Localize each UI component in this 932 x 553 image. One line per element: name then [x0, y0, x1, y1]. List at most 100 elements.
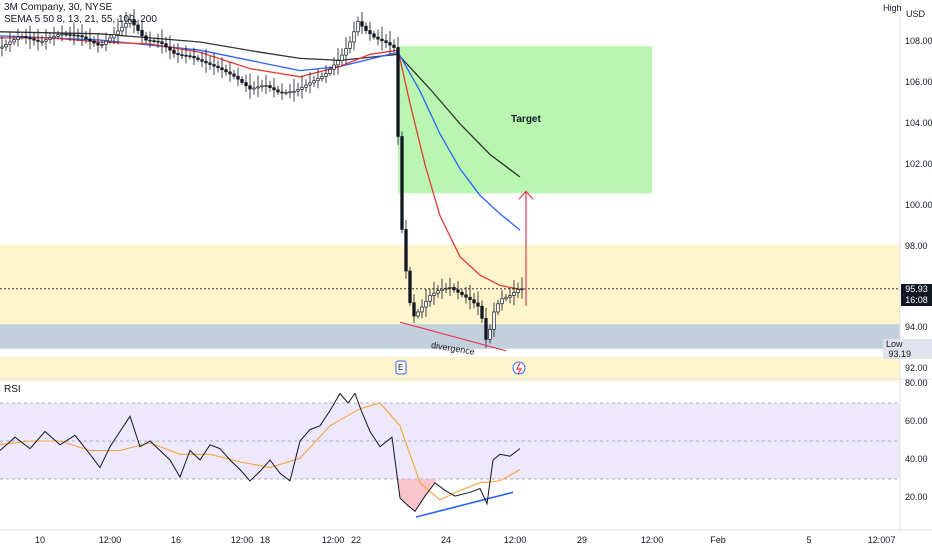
candle-body	[280, 91, 284, 94]
candle	[464, 287, 468, 304]
candle-body	[504, 296, 508, 300]
candle	[56, 30, 60, 40]
candle-body	[148, 39, 152, 42]
candle-body	[292, 90, 296, 93]
candle	[252, 81, 256, 95]
candle	[28, 25, 32, 49]
high-label: High	[883, 3, 902, 13]
candles	[0, 9, 524, 348]
candle	[344, 37, 348, 65]
candle-body	[492, 311, 496, 330]
indicator-legend[interactable]: SEMA 5 50 8, 13, 21, 55, 100, 200	[4, 14, 157, 25]
candle-body	[476, 302, 480, 307]
candle-body	[440, 288, 444, 292]
ema-fast-line	[0, 37, 521, 291]
candle	[216, 60, 220, 73]
candle	[52, 26, 56, 46]
candle	[484, 307, 488, 348]
candle-body	[364, 25, 368, 31]
candle-body	[4, 44, 8, 48]
candle	[320, 72, 324, 82]
candle-body	[144, 35, 148, 41]
candle-body	[100, 44, 104, 46]
candle-body	[424, 300, 428, 308]
rsi-label[interactable]: RSI	[4, 384, 21, 395]
candle-body	[344, 48, 348, 56]
candle	[184, 45, 188, 64]
candle-body	[312, 80, 316, 84]
time-tick-label: 29	[576, 535, 588, 545]
candle-body	[380, 38, 384, 42]
candle-body	[404, 229, 408, 272]
candle-body	[264, 85, 268, 87]
candle	[516, 282, 520, 298]
candle	[36, 28, 40, 51]
candle	[512, 280, 516, 306]
candle	[244, 74, 248, 92]
candle-body	[496, 303, 500, 313]
candle	[140, 20, 144, 44]
candle-body	[88, 38, 92, 42]
candle-body	[472, 299, 476, 304]
candle	[240, 76, 244, 85]
lower-zone	[0, 356, 900, 382]
candle-body	[460, 291, 464, 296]
candle-body	[128, 19, 132, 24]
candle-body	[436, 290, 440, 294]
candle-body	[488, 328, 492, 340]
candle	[476, 291, 480, 316]
candle	[480, 300, 484, 324]
candle	[236, 67, 240, 87]
candle-body	[36, 39, 40, 42]
candle-body	[96, 42, 100, 46]
candle	[84, 31, 88, 44]
currency-label[interactable]: USD	[906, 9, 926, 19]
candle	[180, 49, 184, 60]
candle-body	[104, 40, 108, 45]
support-zone	[0, 324, 900, 349]
candle	[68, 26, 72, 42]
candle	[504, 294, 508, 302]
time-tick-label: 5	[806, 535, 812, 545]
target-arrow-head	[518, 190, 534, 200]
candle	[168, 35, 172, 60]
candle	[288, 84, 292, 99]
candle	[432, 281, 436, 305]
price-tick-label: 92.00	[905, 363, 928, 374]
candle	[72, 22, 76, 46]
bar-countdown: 16:08	[905, 295, 928, 305]
candle-body	[64, 33, 68, 36]
candle-body	[68, 34, 72, 36]
candle-body	[60, 33, 64, 36]
candle-body	[448, 287, 452, 289]
candle	[304, 79, 308, 92]
candle-body	[316, 78, 320, 82]
candle-body	[192, 55, 196, 59]
candle-body	[180, 54, 184, 57]
candle	[204, 48, 208, 73]
candle	[348, 36, 352, 54]
candle-body	[428, 295, 432, 302]
candle-body	[12, 39, 16, 43]
time-tick-label: Feb	[710, 535, 726, 545]
last-price-value: 95.93	[905, 284, 928, 294]
candle	[380, 26, 384, 51]
candle	[472, 292, 476, 309]
candle	[120, 20, 124, 37]
price-tick-label: 94.00	[905, 322, 928, 333]
candle	[364, 22, 368, 34]
ema-slow-line	[0, 31, 521, 178]
candle	[160, 29, 164, 54]
price-tick-label: 100.00	[905, 199, 932, 210]
candle	[172, 44, 176, 59]
candle	[136, 20, 140, 35]
price-tick-label: 102.00	[905, 158, 932, 169]
candle	[188, 51, 192, 60]
candle	[260, 79, 264, 92]
time-tick-label: 18	[259, 535, 271, 545]
candle-body	[152, 40, 156, 42]
candle	[132, 9, 136, 34]
earnings-marker[interactable]: E	[398, 363, 404, 372]
